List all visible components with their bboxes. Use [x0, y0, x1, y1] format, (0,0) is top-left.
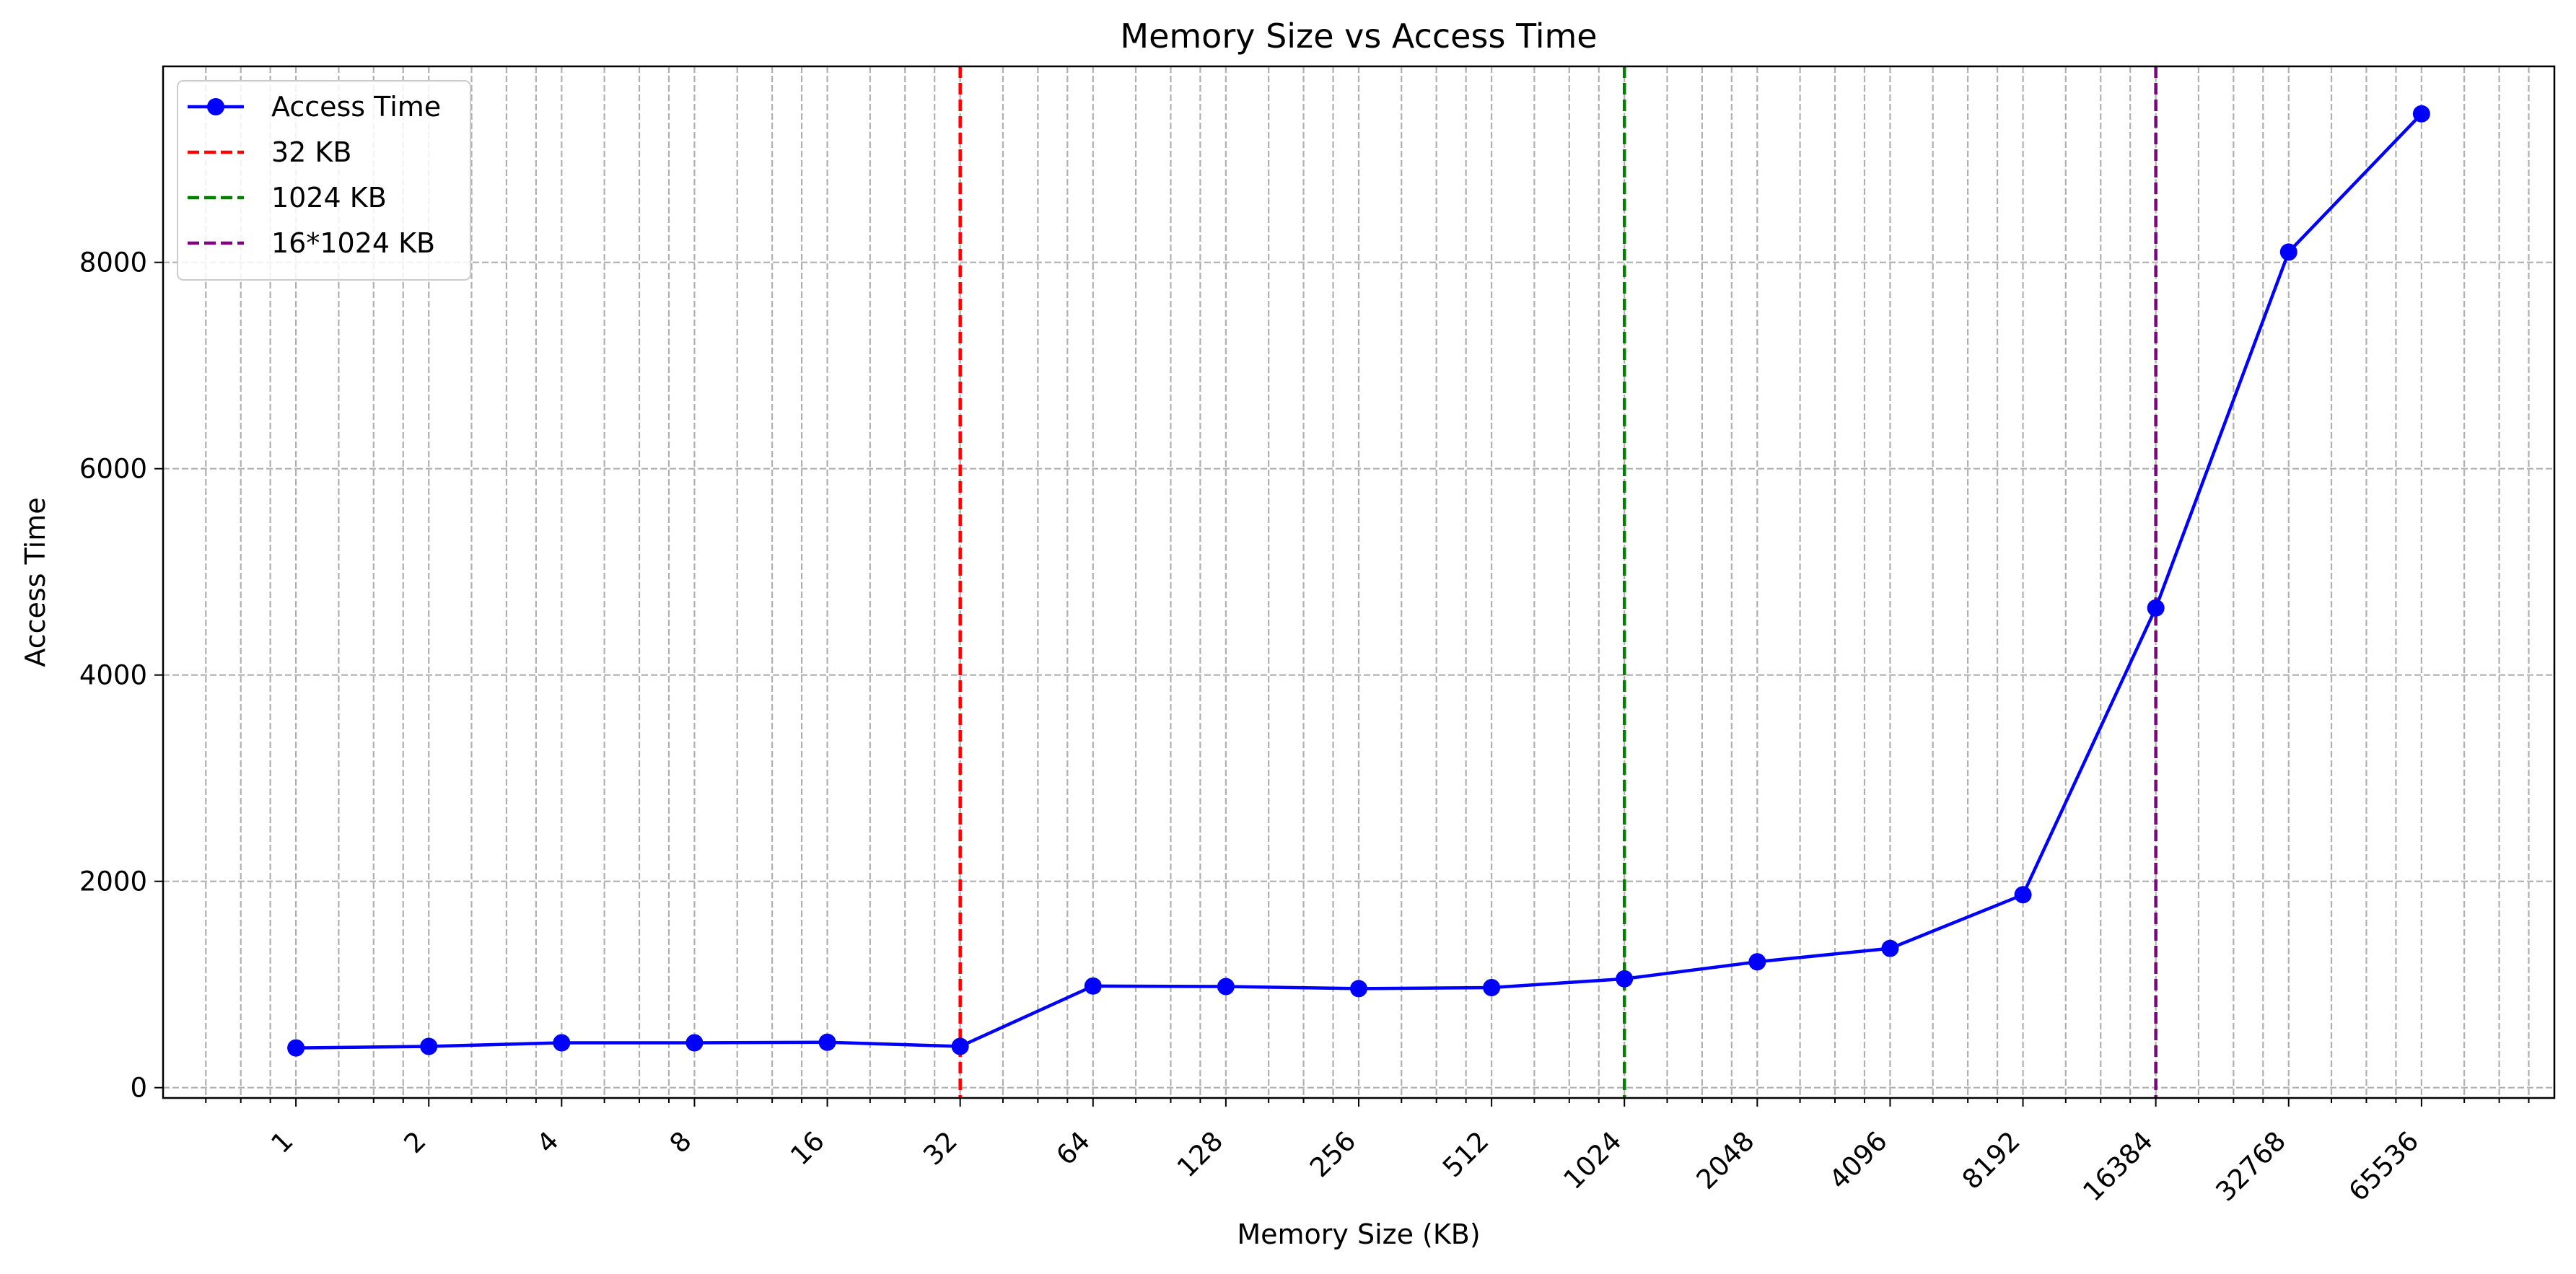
legend: Access Time 32 KB 1024 KB 16*1024 KB [177, 80, 471, 281]
data-point [2412, 105, 2430, 123]
y-axis-ticks: 0 2000 4000 6000 8000 [79, 247, 163, 1104]
data-point [1881, 939, 1899, 957]
x-tick-label: 16384 [2077, 1125, 2159, 1208]
x-tick-label: 1 [265, 1125, 299, 1159]
data-point [2014, 886, 2032, 904]
y-tick-label: 8000 [79, 247, 147, 278]
data-point [1084, 977, 1102, 995]
data-point [2147, 599, 2165, 617]
x-tick-label: 8192 [1956, 1125, 2026, 1195]
legend-label: 16*1024 KB [271, 227, 435, 259]
y-tick-label: 2000 [79, 866, 147, 897]
legend-marker-icon [207, 98, 224, 115]
y-tick-label: 0 [130, 1073, 147, 1104]
legend-label: Access Time [271, 91, 441, 123]
grid [163, 66, 2554, 1098]
data-point [1748, 953, 1766, 971]
data-point [1217, 978, 1235, 996]
x-tick-label: 128 [1171, 1125, 1229, 1183]
x-tick-label: 8 [664, 1125, 698, 1159]
x-tick-label: 2 [398, 1125, 432, 1159]
x-tick-label: 256 [1304, 1125, 1362, 1183]
data-point [420, 1037, 438, 1055]
y-tick-label: 4000 [79, 660, 147, 691]
data-point [951, 1037, 969, 1055]
x-axis-label: Memory Size (KB) [1237, 1218, 1480, 1250]
x-tick-label: 4096 [1823, 1125, 1893, 1195]
chart-title: Memory Size vs Access Time [1120, 17, 1597, 56]
x-tick-label: 4 [531, 1125, 565, 1159]
x-axis-ticks: 1 2 4 8 16 32 64 128 256 512 1024 2048 4096 8192 16384… [205, 1098, 2530, 1208]
data-point [1350, 980, 1367, 998]
x-tick-label: 32 [917, 1125, 963, 1172]
data-point [1616, 970, 1634, 988]
data-point [685, 1034, 704, 1052]
series-layer [287, 105, 2430, 1057]
legend-box [177, 80, 471, 281]
data-point [553, 1034, 571, 1052]
data-point [818, 1033, 836, 1051]
reference-lines [958, 66, 2157, 1098]
x-tick-label: 512 [1437, 1125, 1494, 1183]
data-point [287, 1039, 305, 1057]
legend-label: 32 KB [271, 136, 351, 168]
x-tick-label: 32768 [2210, 1125, 2292, 1208]
x-tick-label: 16 [784, 1125, 831, 1172]
x-tick-label: 1024 [1558, 1125, 1628, 1195]
x-tick-label: 64 [1050, 1125, 1096, 1172]
y-tick-label: 6000 [79, 454, 147, 485]
x-tick-label: 2048 [1691, 1125, 1761, 1195]
legend-label: 1024 KB [271, 182, 387, 214]
data-point [2279, 243, 2297, 261]
x-tick-label: 65536 [2343, 1125, 2425, 1208]
data-point [1483, 978, 1501, 996]
y-axis-label: Access Time [19, 497, 51, 667]
